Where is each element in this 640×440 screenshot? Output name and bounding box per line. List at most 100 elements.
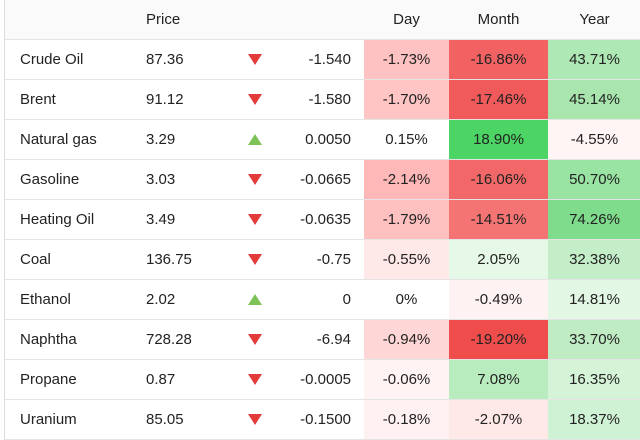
commodity-name: Heating Oil [20,211,95,228]
day-change: -1.79% [364,200,449,239]
commodity-name: Natural gas [20,131,97,148]
arrow-cell [226,200,276,239]
month-change: -17.46% [449,80,548,119]
year-change: 32.38% [548,240,640,279]
change: -0.0635 [300,211,351,228]
change: -1.580 [308,91,351,108]
spacer [351,400,364,439]
commodity-name: Brent [20,91,56,108]
day-change: -0.94% [364,320,449,359]
direction-arrow [248,54,262,65]
arrow-cell [226,120,276,159]
month-change: -2.07% [449,400,548,439]
spacer [351,40,364,79]
day-change: -2.14% [364,160,449,199]
direction-arrow [248,294,262,305]
arrow-cell [226,320,276,359]
table-row: Ethanol 2.02 0 0% -0.49% 14.81% [5,280,640,320]
commodity-table: Price Day Month Year Crude Oil 87.36 -1.54… [4,0,640,440]
month-change: 2.05% [449,240,548,279]
year-change: 74.26% [548,200,640,239]
change: 0.0050 [305,131,351,148]
day-change: 0.15% [364,120,449,159]
month-change: 7.08% [449,360,548,399]
price: 3.49 [146,211,176,228]
arrow-cell [226,80,276,119]
commodity-name: Gasoline [20,171,80,188]
arrow-cell [226,160,276,199]
price-header: Price [146,11,181,28]
direction-arrow [248,214,262,225]
change: -1.540 [308,51,351,68]
table-row: Uranium 85.05 -0.1500 -0.18% -2.07% 18.37% [5,400,640,440]
spacer [351,200,364,239]
year-change: 16.35% [548,360,640,399]
year-change: 50.70% [548,160,640,199]
change: -0.75 [316,251,351,268]
commodity-name: Crude Oil [20,51,84,68]
change: -6.94 [316,331,351,348]
spacer [351,80,364,119]
table-row: Brent 91.12 -1.580 -1.70% -17.46% 45.14% [5,80,640,120]
spacer [351,120,364,159]
table-row: Crude Oil 87.36 -1.540 -1.73% -16.86% 43.71% [5,40,640,80]
direction-arrow [248,174,262,185]
day-change: -1.73% [364,40,449,79]
month-change: -14.51% [449,200,548,239]
month-change: -0.49% [449,280,548,319]
year-header: Year [579,11,610,28]
commodity-name: Propane [20,371,77,388]
table-row: Heating Oil 3.49 -0.0635 -1.79% -14.51% 74.26… [5,200,640,240]
table-row: Propane 0.87 -0.0005 -0.06% 7.08% 16.35% [5,360,640,400]
direction-arrow [248,254,262,265]
price: 3.03 [146,171,176,188]
day-change: -0.18% [364,400,449,439]
price: 136.75 [146,251,192,268]
direction-arrow [248,374,262,385]
arrow-cell [226,40,276,79]
direction-arrow [248,134,262,145]
price: 0.87 [146,371,176,388]
commodity-name: Uranium [20,411,77,428]
commodity-name: Naphtha [20,331,77,348]
direction-arrow [248,334,262,345]
change: -0.1500 [300,411,351,428]
commodity-name: Ethanol [20,291,71,308]
year-change: 43.71% [548,40,640,79]
year-change: 18.37% [548,400,640,439]
day-change: -0.06% [364,360,449,399]
commodity-name: Coal [20,251,51,268]
price: 91.12 [146,91,184,108]
arrow-cell [226,400,276,439]
direction-arrow [248,414,262,425]
month-header: Month [477,11,520,28]
table-row: Coal 136.75 -0.75 -0.55% 2.05% 32.38% [5,240,640,280]
year-change: 33.70% [548,320,640,359]
year-change: -4.55% [548,120,640,159]
arrow-cell [226,280,276,319]
price: 2.02 [146,291,176,308]
arrow-cell [226,360,276,399]
spacer [351,360,364,399]
change: 0 [342,291,351,308]
spacer [351,320,364,359]
arrow-cell [226,240,276,279]
year-change: 45.14% [548,80,640,119]
spacer [351,280,364,319]
day-change: 0% [364,280,449,319]
change: -0.0005 [300,371,351,388]
change: -0.0665 [300,171,351,188]
price: 3.29 [146,131,176,148]
spacer [351,160,364,199]
price: 85.05 [146,411,184,428]
month-change: -16.06% [449,160,548,199]
month-change: -16.86% [449,40,548,79]
price: 87.36 [146,51,184,68]
day-change: -0.55% [364,240,449,279]
month-change: -19.20% [449,320,548,359]
spacer [351,240,364,279]
table-row: Natural gas 3.29 0.0050 0.15% 18.90% -4.55% [5,120,640,160]
year-change: 14.81% [548,280,640,319]
direction-arrow [248,94,262,105]
